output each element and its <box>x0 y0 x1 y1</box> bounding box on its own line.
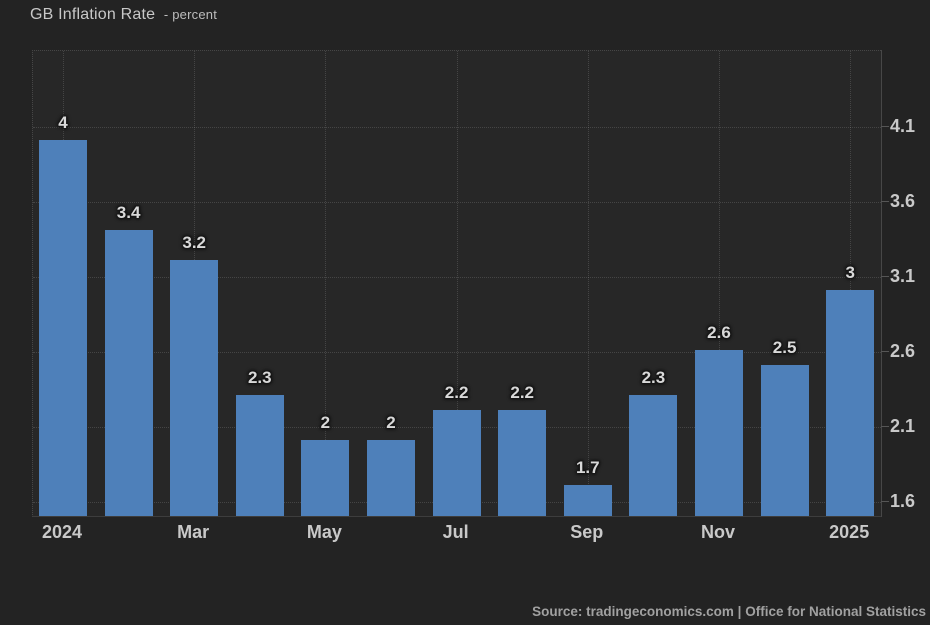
plot-area: 4 3.4 3.2 2.3 2 2 2.2 2.2 1.7 2.3 2.6 2.5 3 <box>32 50 881 517</box>
horizontal-gridline <box>33 202 881 204</box>
chart-title-units: - percent <box>163 7 218 22</box>
bar-value-label: 3 <box>845 262 855 282</box>
bar-value-label: 2.2 <box>444 382 469 402</box>
x-axis-tick-label: Mar <box>177 522 210 542</box>
bar-value-label: 2.5 <box>772 337 797 357</box>
horizontal-gridline <box>33 127 881 129</box>
vertical-gridline <box>587 51 589 516</box>
bar-oct-2024[interactable] <box>629 394 678 516</box>
y-axis-tick <box>881 126 889 128</box>
x-axis-tick-label: Jul <box>442 522 469 542</box>
bar-jan-2024[interactable] <box>39 140 87 516</box>
bar-value-label: 1.7 <box>575 457 600 477</box>
vertical-gridline <box>850 51 852 516</box>
bar-jun-2024[interactable] <box>367 439 415 516</box>
source-attribution: Source: tradingeconomics.com | Office fo… <box>532 604 926 619</box>
x-axis-tick-label: May <box>306 522 342 542</box>
vertical-gridline <box>456 51 458 516</box>
bar-value-label: 3.4 <box>116 203 141 223</box>
bar-value-label: 3.2 <box>182 233 207 253</box>
bar-dec-2024[interactable] <box>760 364 809 516</box>
chart-title-text: GB Inflation Rate <box>30 6 156 23</box>
bar-value-label: 2 <box>320 412 331 432</box>
bar-jul-2024[interactable] <box>432 409 481 516</box>
y-axis-tick-label: 3.6 <box>890 191 916 212</box>
x-axis-tick-label: Sep <box>570 522 604 542</box>
vertical-gridline <box>719 51 720 516</box>
y-axis-tick-label: 4.1 <box>890 116 916 137</box>
chart-title: GB Inflation Rate - percent <box>30 6 217 24</box>
bar-jan-2025[interactable] <box>826 289 875 516</box>
bar-mar-2024[interactable] <box>170 260 219 516</box>
bar-value-label: 2.6 <box>707 322 731 342</box>
horizontal-gridline <box>33 351 881 353</box>
y-axis-tick <box>881 350 889 352</box>
y-axis-tick <box>881 201 889 203</box>
bar-value-label: 2.3 <box>641 367 666 387</box>
y-axis-tick <box>881 500 889 502</box>
bar-sep-2024[interactable] <box>563 484 612 516</box>
bar-apr-2024[interactable] <box>235 394 284 516</box>
y-axis-tick-label: 2.6 <box>890 340 916 361</box>
y-axis-tick-label: 3.1 <box>890 266 916 287</box>
y-axis-tick <box>881 276 889 278</box>
bar-nov-2024[interactable] <box>695 349 743 516</box>
y-axis-tick <box>881 425 889 427</box>
y-axis-line <box>881 50 882 517</box>
bar-value-label: 2.2 <box>510 382 535 402</box>
bar-aug-2024[interactable] <box>498 409 547 516</box>
x-axis-tick-label: 2025 <box>829 522 870 542</box>
bar-value-label: 2 <box>386 412 396 432</box>
bar-feb-2024[interactable] <box>104 230 153 516</box>
x-axis-tick-label: Nov <box>700 522 735 542</box>
x-axis-tick-label: 2024 <box>41 522 83 542</box>
bar-value-label: 2.3 <box>247 367 272 387</box>
bar-value-label: 4 <box>58 113 68 133</box>
bar-may-2024[interactable] <box>301 439 350 516</box>
horizontal-gridline <box>33 277 881 279</box>
y-axis-tick-label: 1.6 <box>890 490 916 511</box>
vertical-gridline <box>325 51 327 516</box>
y-axis-tick-label: 2.1 <box>890 415 916 436</box>
